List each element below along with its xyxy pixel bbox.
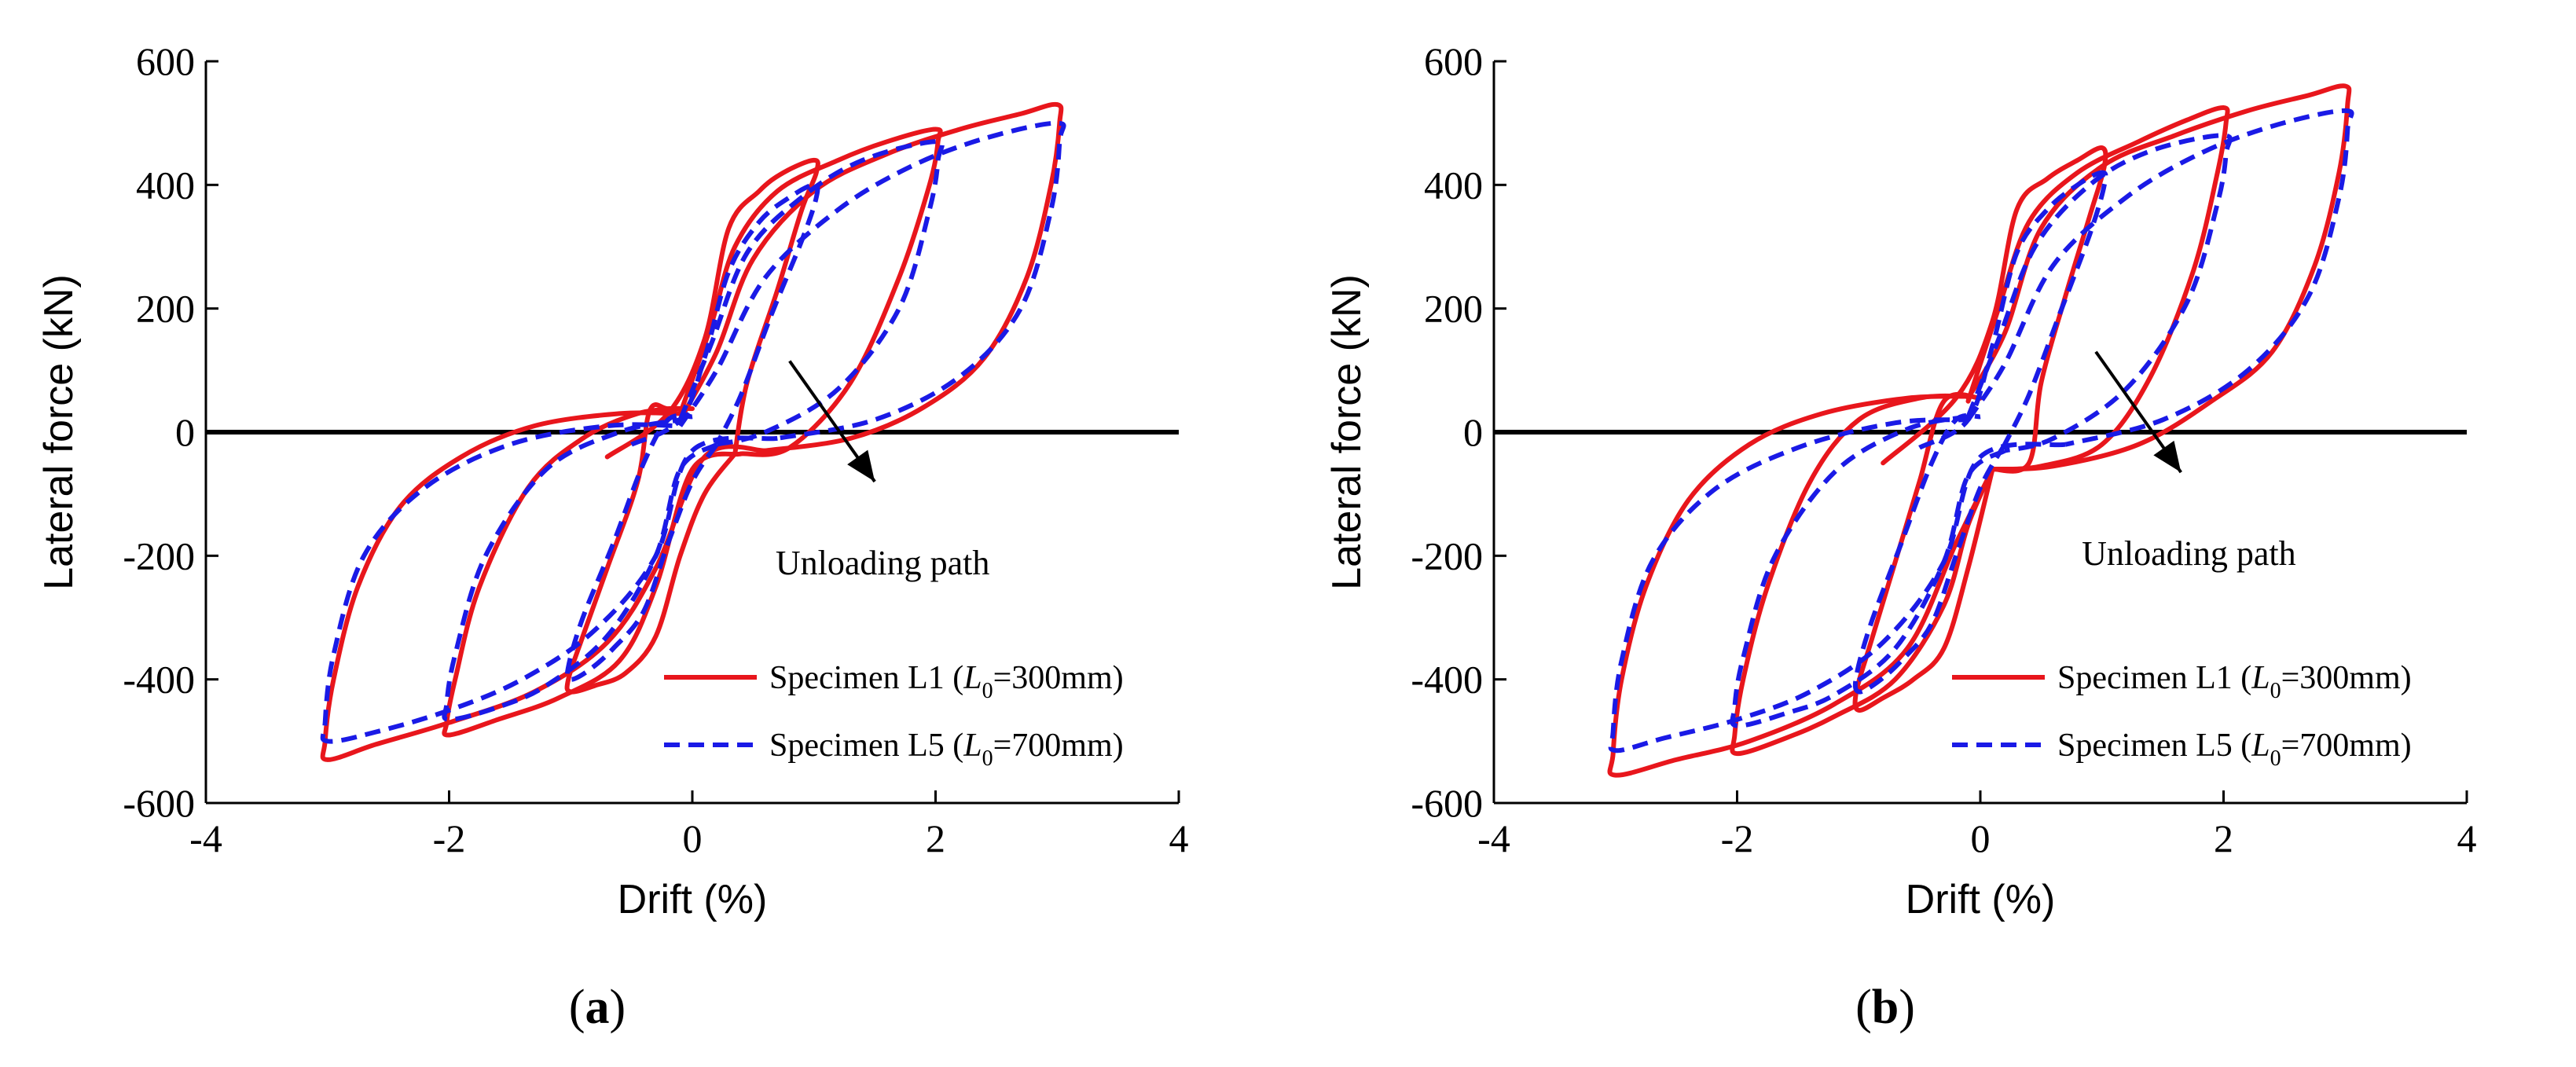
legend-label-1: Specimen L1 (L0=300mm): [2057, 660, 2412, 703]
hysteresis-loop-2-pos: [1965, 105, 2230, 472]
x-tick-label: 2: [926, 816, 945, 860]
y-tick-label: -600: [123, 781, 195, 825]
y-tick-label: 400: [136, 163, 195, 207]
y-tick-label: -200: [1411, 534, 1483, 578]
panel-label: (b): [1855, 981, 1915, 1034]
y-tick-label: -600: [1411, 781, 1483, 825]
panel-a: 600 400 200 0 -200 -400 -600 -4 -2 0 2 4 Drift (%) La…: [36, 39, 1189, 1034]
y-axis-title: Lateral force (kN): [36, 274, 82, 590]
x-tick-label: 4: [1169, 816, 1189, 860]
unloading-arrow-head: [847, 449, 875, 482]
y-tick-label: 0: [175, 410, 195, 454]
x-axis-title: Drift (%): [1906, 877, 2056, 922]
x-tick-label: -4: [1477, 816, 1510, 860]
hysteresis-loop-3-pos: [677, 101, 1064, 453]
y-tick-label: 200: [136, 287, 195, 331]
hysteresis-loop-1-neg: [1852, 391, 1995, 713]
hysteresis-loop-3-pos: [1965, 108, 2354, 447]
hysteresis-loop-3-pos: [1965, 83, 2352, 472]
y-tick-label: 600: [1424, 39, 1483, 83]
legend-label-2: Specimen L5 (L0=700mm): [769, 728, 1124, 771]
y-tick-label: -400: [123, 658, 195, 702]
x-tick-label: -2: [433, 816, 466, 860]
x-tick-label: 2: [2214, 816, 2233, 860]
unloading-path-label: Unloading path: [776, 544, 990, 582]
hysteresis-loop-3-neg: [320, 422, 778, 744]
y-tick-label: 400: [1424, 163, 1483, 207]
hysteresis-loop-3-neg: [1608, 417, 2066, 754]
hysteresis-loop-3-pos: [677, 120, 1066, 441]
hysteresis-loop-3-neg: [320, 410, 768, 762]
unloading-path-label: Unloading path: [2082, 534, 2296, 573]
y-tick-label: 200: [1424, 287, 1483, 331]
y-axis-title: Lateral force (kN): [1324, 274, 1370, 590]
x-axis-title: Drift (%): [618, 877, 768, 922]
y-tick-label: 0: [1463, 410, 1483, 454]
hysteresis-loop-2-pos: [677, 139, 945, 447]
chart-a: 600 400 200 0 -200 -400 -600-4 -2 0 2 4 Drift (%) La…: [36, 39, 1189, 1034]
x-tick-label: 0: [683, 816, 703, 860]
hysteresis-loop-1-neg: [564, 412, 719, 682]
series-specimen-l5: [1608, 108, 2354, 754]
hysteresis-loop-2-pos: [677, 126, 943, 457]
x-tick-label: -4: [189, 816, 222, 860]
y-tick-label: 600: [136, 39, 195, 83]
y-tick-label: -200: [123, 534, 195, 578]
chart-b: 600 400 200 0 -200 -400 -600-4 -2 0 2 4 Drift (%) La…: [1324, 39, 2477, 1034]
series-specimen-l5: [320, 120, 1066, 744]
panel-label: (a): [569, 981, 626, 1034]
x-tick-label: 0: [1971, 816, 1991, 860]
hysteresis-loop-1-neg: [1852, 412, 2007, 695]
x-tick-label: 4: [2457, 816, 2477, 860]
unloading-arrow-head: [2153, 440, 2182, 473]
y-tick-label: -400: [1411, 658, 1483, 702]
x-tick-label: -2: [1721, 816, 1754, 860]
legend-label-1: Specimen L1 (L0=300mm): [769, 660, 1124, 703]
hysteresis-loop-1-pos: [1918, 170, 2108, 450]
panel-b: 600 400 200 0 -200 -400 -600 -4 -2 0 2 4 Drift (%) La…: [1288, 0, 2576, 1067]
legend-label-2: Specimen L5 (L0=700mm): [2057, 728, 2412, 771]
